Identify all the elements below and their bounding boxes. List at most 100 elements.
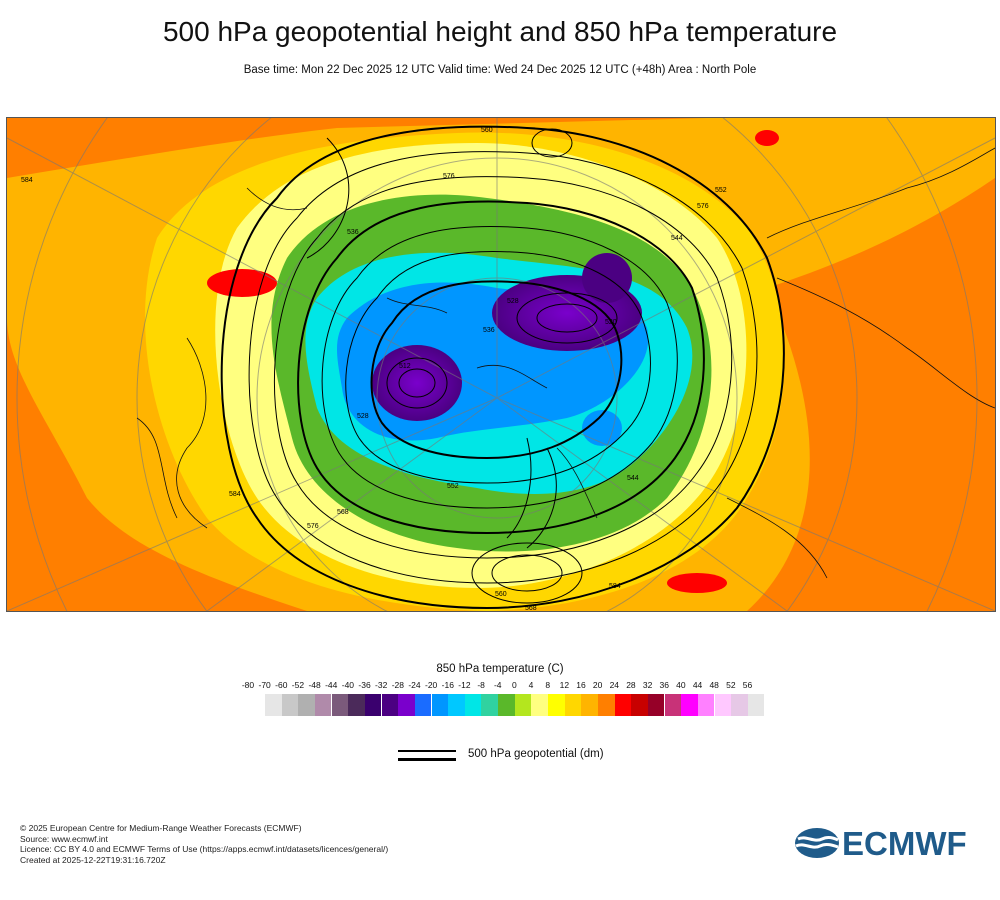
- scale-tick-label: 0: [512, 680, 517, 690]
- contour-label: 576: [307, 523, 319, 530]
- scale-swatch: [581, 694, 598, 716]
- warm-spot-asia: [755, 130, 779, 146]
- credits-created: Created at 2025-12-22T19:31:16.720Z: [20, 854, 166, 865]
- contour-label: 536: [347, 229, 359, 236]
- scale-swatch: [681, 694, 698, 716]
- scale-swatch: [281, 694, 299, 716]
- scale-swatch: [448, 694, 465, 716]
- scale-swatch: [564, 694, 582, 716]
- chart-subtitle: Base time: Mon 22 Dec 2025 12 UTC Valid …: [243, 64, 757, 76]
- scale-tick-label: 20: [592, 680, 603, 690]
- scale-tick-label: -12: [458, 680, 471, 690]
- scale-swatch: [431, 694, 448, 716]
- contour-label: 560: [495, 591, 507, 598]
- scale-tick-label: 56: [742, 680, 753, 690]
- warm-spot-pacific: [667, 573, 727, 593]
- scale-swatch: [731, 694, 748, 716]
- polar-map: 584 560 576 536 528 552 544 520 512 568 …: [6, 117, 996, 612]
- scale-tick-label: -16: [441, 680, 454, 690]
- contour-label: 520: [605, 319, 617, 326]
- scale-tick-label: -8: [477, 680, 485, 690]
- scale-tick-label: 44: [692, 680, 703, 690]
- scale-swatch: [464, 694, 482, 716]
- scale-tick-label: -70: [258, 680, 271, 690]
- scale-swatch: [398, 694, 415, 716]
- temperature-legend-title: 850 hPa temperature (C): [436, 663, 564, 675]
- scale-tick-label: -24: [408, 680, 421, 690]
- scale-swatch: [697, 694, 715, 716]
- contour-label: 552: [715, 187, 727, 194]
- contour-label: 560: [481, 127, 493, 134]
- scale-tick-label: 4: [528, 680, 534, 690]
- warm-spot-atlantic: [207, 269, 277, 297]
- contour-label: 568: [337, 509, 349, 516]
- contour-label: 552: [447, 483, 459, 490]
- contour-label: 536: [483, 327, 495, 334]
- scale-tick-label: 32: [642, 680, 653, 690]
- scale-tick-label: -80: [241, 680, 255, 690]
- scale-tick-label: -48: [308, 680, 321, 690]
- scale-swatch: [265, 694, 282, 716]
- scale-tick-label: 24: [609, 680, 620, 690]
- scale-tick-label: -4: [493, 680, 502, 690]
- scale-swatch: [664, 694, 682, 716]
- geopotential-contours: [220, 125, 785, 610]
- scale-tick-label: -44: [325, 680, 338, 690]
- contour-label: 528: [357, 413, 369, 420]
- scale-swatch: [614, 694, 632, 716]
- scale-swatch: [548, 694, 565, 716]
- ecmwf-logo-icon: [795, 828, 839, 858]
- scale-swatch: [747, 694, 765, 716]
- coastlines: [136, 147, 995, 579]
- scale-swatch: [598, 694, 615, 716]
- geopotential-legend: 500 hPa geopotential (dm): [398, 746, 658, 766]
- scale-tick-label: 36: [659, 680, 669, 690]
- scale-swatch: [381, 694, 399, 716]
- scale-swatch: [331, 694, 349, 716]
- scale-tick-label: 16: [576, 680, 586, 690]
- temperature-color-scale: -80 -70 -60 -52 -48 -44 -40 -36 -32 -28 -24 -20 -16-…: [240, 680, 765, 720]
- cold-core-europe: [372, 345, 462, 421]
- credits-source: Source: www.ecmwf.int: [20, 833, 108, 844]
- ecmwf-logo-text: ECMWF: [842, 825, 967, 862]
- scale-swatch: [514, 694, 532, 716]
- scale-swatch: [364, 694, 382, 716]
- contour-label: 584: [21, 177, 33, 184]
- geopotential-legend-label: 500 hPa geopotential (dm): [468, 748, 604, 760]
- scale-tick-label: -28: [391, 680, 404, 690]
- scale-swatch: [531, 694, 548, 716]
- scale-swatch: [647, 694, 665, 716]
- scale-swatch: [414, 694, 432, 716]
- ecmwf-logo: ECMWF: [794, 825, 984, 862]
- scale-tick-label: 48: [709, 680, 719, 690]
- geopotential-line-sample-bold: [398, 758, 456, 761]
- contour-label: 584: [609, 583, 621, 590]
- scale-tick-label: 28: [626, 680, 636, 690]
- chart-title: 500 hPa geopotential height and 850 hPa …: [162, 16, 838, 47]
- contour-label: 576: [443, 173, 455, 180]
- scale-swatch: [314, 694, 332, 716]
- scale-tick-label: -36: [358, 680, 371, 690]
- scale-swatch: [714, 694, 732, 716]
- cold-core-hudson: [582, 410, 622, 446]
- contour-label: 528: [507, 298, 519, 305]
- scale-tick-label: -40: [341, 680, 355, 690]
- scale-tick-label: 40: [676, 680, 686, 690]
- scale-swatch: [631, 694, 648, 716]
- contour-label: 512: [399, 363, 411, 370]
- credits-copyright: © 2025 European Centre for Medium-Range …: [20, 823, 302, 833]
- scale-swatch: [298, 694, 315, 716]
- credits-licence: Licence: CC BY 4.0 and ECMWF Terms of Us…: [20, 844, 389, 854]
- contour-label: 584: [229, 491, 241, 498]
- scale-tick-label: -60: [275, 680, 288, 690]
- geopotential-line-sample: [398, 750, 456, 752]
- scale-swatch: [348, 694, 365, 716]
- scale-tick-label: -52: [291, 680, 305, 690]
- scale-tick-label: 52: [726, 680, 736, 690]
- scale-tick-label: 12: [559, 680, 570, 690]
- contour-label: 568: [525, 605, 537, 611]
- contour-label: 576: [697, 203, 709, 210]
- credits: © 2025 European Centre for Medium-Range …: [20, 823, 388, 865]
- scale-tick-label: -32: [375, 680, 388, 690]
- scale-tick-label: -20: [424, 680, 438, 690]
